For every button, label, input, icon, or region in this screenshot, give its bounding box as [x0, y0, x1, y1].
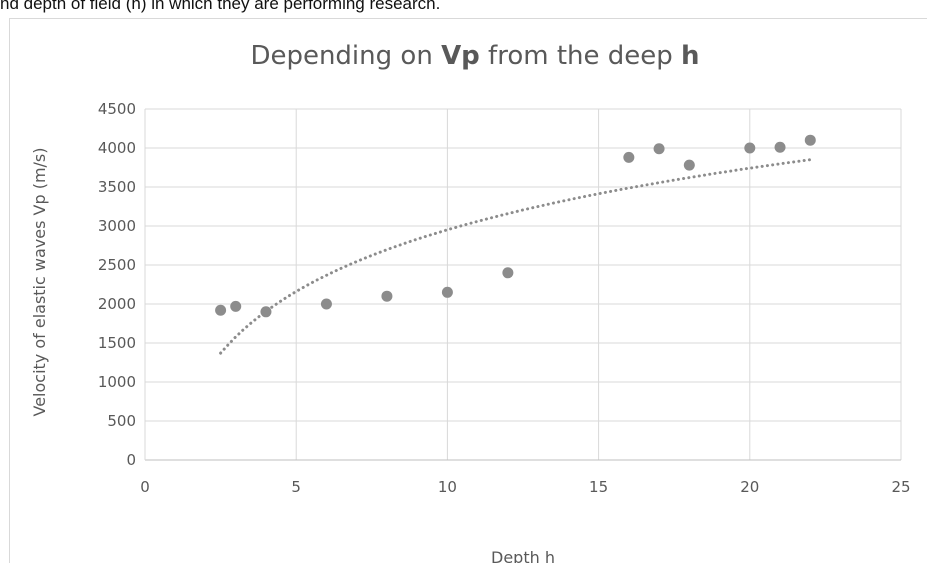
data-point — [653, 143, 665, 155]
caption-fragment: nd depth of field (h) in which they are … — [0, 0, 441, 13]
y-tick-label: 1000 — [98, 373, 136, 391]
trendline — [219, 158, 812, 355]
data-point — [683, 159, 695, 171]
y-tick-label: 2000 — [98, 295, 136, 313]
y-tick-label: 4500 — [98, 100, 136, 118]
x-tick-label: 20 — [740, 478, 759, 496]
trendline-group — [219, 158, 812, 355]
x-tick-label: 5 — [291, 478, 301, 496]
x-tick-label: 15 — [589, 478, 608, 496]
data-point — [502, 267, 514, 279]
data-point — [623, 151, 635, 163]
data-points — [215, 134, 816, 318]
x-axis-label: Depth h — [491, 548, 555, 563]
y-tick-labels: 0 500 1000 1500 2000 2500 3000 3500 4000 4500 — [98, 100, 136, 469]
y-tick-label: 0 — [126, 451, 136, 469]
y-tick-label: 2500 — [98, 256, 136, 274]
data-point — [381, 290, 393, 302]
y-tick-label: 3000 — [98, 217, 136, 235]
data-point — [744, 142, 756, 154]
chart-title-part: from the deep — [480, 41, 681, 71]
x-tick-labels: 0 5 10 15 20 25 — [140, 478, 910, 496]
y-tick-label: 1500 — [98, 334, 136, 352]
data-point — [215, 304, 227, 316]
data-point — [230, 300, 242, 312]
chart-title-part: h — [681, 41, 700, 71]
chart-title-part: Depending on — [250, 41, 441, 71]
axes — [144, 109, 901, 461]
chart-area-border — [9, 18, 927, 563]
data-point — [804, 134, 816, 146]
y-axis-label: Velocity of elastic waves Vp (m/s) — [30, 148, 49, 417]
y-tick-label: 4000 — [98, 139, 136, 157]
data-point — [774, 141, 786, 153]
x-tick-label: 25 — [891, 478, 910, 496]
chart-title-part: Vp — [441, 41, 480, 71]
chart-title: Depending on Vp from the deep h — [250, 41, 699, 71]
y-tick-label: 3500 — [98, 178, 136, 196]
y-tick-label: 500 — [107, 412, 136, 430]
x-tick-label: 10 — [438, 478, 457, 496]
data-point — [441, 286, 453, 298]
x-tick-label: 0 — [140, 478, 150, 496]
data-point — [260, 306, 272, 318]
data-point — [320, 298, 332, 310]
